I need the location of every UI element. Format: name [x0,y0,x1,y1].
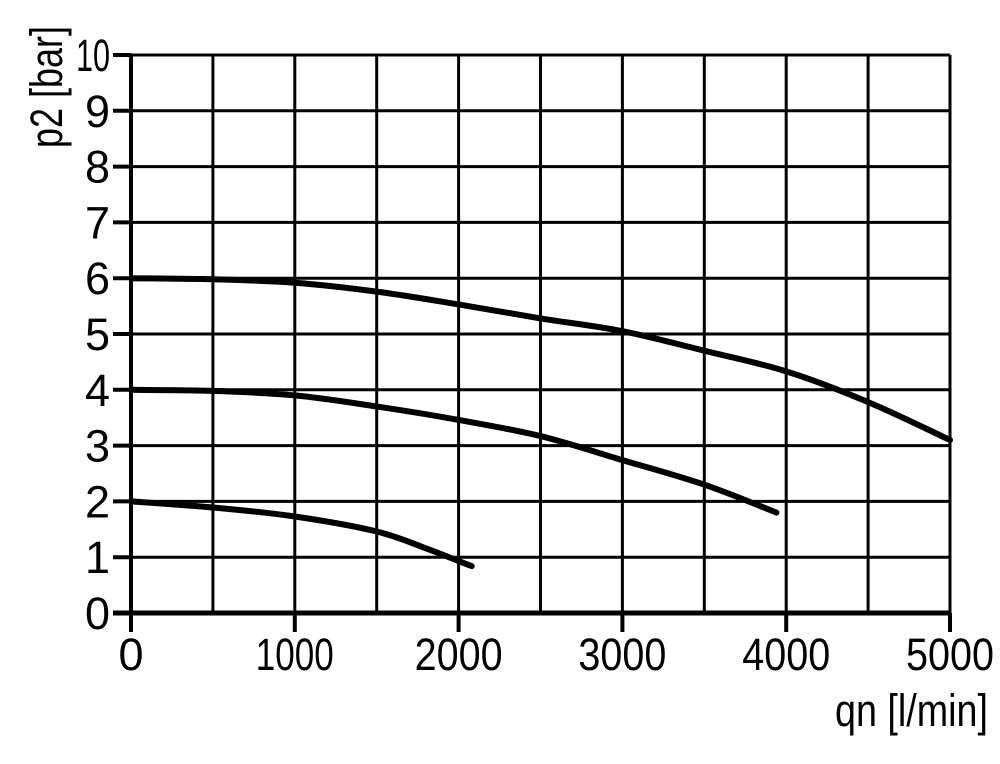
tick-marks [113,53,952,632]
x-tick-label: 1000 [256,629,334,680]
curve-start-6-bar [128,275,953,443]
y-tick-label: 5 [85,309,110,360]
y-tick-label: 10 [76,30,110,81]
y-tick-label: 9 [85,86,110,137]
y-tick-label: 2 [85,476,110,527]
x-tick-label: 2000 [415,629,503,680]
x-tick-label: 4000 [742,629,830,680]
curve-start-4-bar [128,386,780,516]
x-tick-label: 0 [118,629,143,680]
flow-curves [128,275,953,570]
x-axis-label: qn [l/min] [835,685,988,736]
y-tick-label: 7 [85,197,110,248]
y-tick-label: 1 [85,532,110,583]
x-tick-label: 3000 [578,629,666,680]
curve-start-2-bar [128,498,475,570]
y-tick-label: 0 [85,588,110,639]
y-tick-label: 4 [85,365,110,416]
x-tick-label: 5000 [906,629,994,680]
y-tick-label: 8 [85,142,110,193]
y-tick-label: 6 [85,253,110,304]
y-axis-label: p2 [bar] [21,26,72,148]
axes [113,53,952,632]
y-tick-label: 3 [85,421,110,472]
